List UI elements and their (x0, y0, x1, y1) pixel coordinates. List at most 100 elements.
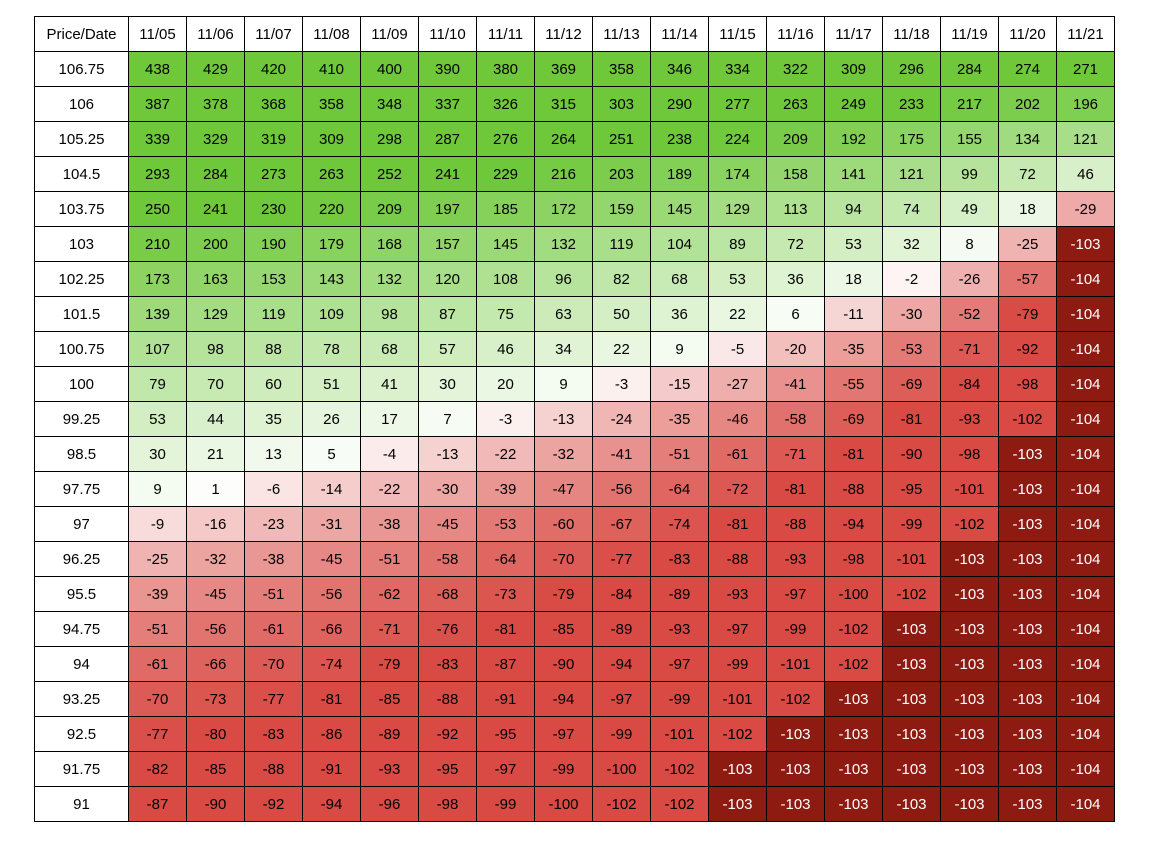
heatmap-cell: 113 (766, 191, 825, 227)
heatmap-cell: 36 (650, 296, 709, 332)
heatmap-cell: -94 (534, 681, 593, 717)
heatmap-cell: -97 (534, 716, 593, 752)
heatmap-cell: -51 (128, 611, 187, 647)
heatmap-cell: -29 (1056, 191, 1115, 227)
heatmap-cell: 196 (1056, 86, 1115, 122)
heatmap-cell: -22 (360, 471, 419, 507)
heatmap-cell: -104 (1056, 681, 1115, 717)
heatmap-cell: 337 (418, 86, 477, 122)
date-header: 11/09 (360, 16, 419, 52)
heatmap-cell: 217 (940, 86, 999, 122)
heatmap-cell: 119 (244, 296, 303, 332)
heatmap-cell: -103 (998, 646, 1057, 682)
heatmap-cell: -52 (940, 296, 999, 332)
table-row: 101.5 139 129 119 109 98 87 75 63 50 36 22 6 -11 -30 -5… (34, 296, 1115, 332)
heatmap-cell: -98 (824, 541, 883, 577)
heatmap-cell: -46 (708, 401, 767, 437)
heatmap-cell: -102 (940, 506, 999, 542)
heatmap-cell: 238 (650, 121, 709, 157)
date-header: 11/21 (1056, 16, 1115, 52)
heatmap-cell: -45 (302, 541, 361, 577)
table-row: 102.25 173 163 153 143 132 120 108 96 82 68 53 36 18-… (34, 261, 1115, 297)
heatmap-cell: 189 (650, 156, 709, 192)
heatmap-cell: -70 (244, 646, 303, 682)
heatmap-cell: -67 (592, 506, 651, 542)
heatmap-cell: -91 (476, 681, 535, 717)
heatmap-cell: -66 (186, 646, 245, 682)
heatmap-cell: 252 (360, 156, 419, 192)
heatmap-cell: -81 (302, 681, 361, 717)
heatmap-cell: 8 (940, 226, 999, 262)
heatmap-cell: 210 (128, 226, 187, 262)
date-header: 11/16 (766, 16, 825, 52)
heatmap-cell: -61 (708, 436, 767, 472)
heatmap-cell: -103 (998, 471, 1057, 507)
heatmap-cell: 34 (534, 331, 593, 367)
heatmap-cell: -95 (418, 751, 477, 787)
heatmap-cell: -103 (940, 786, 999, 822)
table-row: 100 79 70 60 51 41 30 20 9 -3 -15 -27 -41 -55 -69 -84 -9… (34, 366, 1115, 402)
table-row: 91.75 -82 -85 -88 -91 -93 -95 -97 -99 -100 -102 -10… (34, 751, 1115, 787)
heatmap-cell: 290 (650, 86, 709, 122)
heatmap-cell: -103 (882, 751, 941, 787)
heatmap-cell: -93 (766, 541, 825, 577)
heatmap-cell: -101 (650, 716, 709, 752)
heatmap-cell: 1 (186, 471, 245, 507)
heatmap-cell: 153 (244, 261, 303, 297)
heatmap-cell: 276 (476, 121, 535, 157)
heatmap-cell: -58 (418, 541, 477, 577)
heatmap-cell: -103 (882, 681, 941, 717)
heatmap-cell: 369 (534, 51, 593, 87)
heatmap-cell: -79 (360, 646, 419, 682)
heatmap-cell: -6 (244, 471, 303, 507)
heatmap-cell: -99 (766, 611, 825, 647)
heatmap-cell: -25 (998, 226, 1057, 262)
heatmap-cell: -101 (940, 471, 999, 507)
heatmap-cell: -82 (128, 751, 187, 787)
heatmap-cell: -98 (998, 366, 1057, 402)
heatmap-cell: 17 (360, 401, 419, 437)
price-label: 102.25 (34, 261, 129, 297)
heatmap-cell: 72 (766, 226, 825, 262)
heatmap-cell: -86 (302, 716, 361, 752)
heatmap-cell: -93 (708, 576, 767, 612)
heatmap-cell: 41 (360, 366, 419, 402)
heatmap-cell: -104 (1056, 541, 1115, 577)
heatmap-cell: 387 (128, 86, 187, 122)
heatmap-cell: 241 (186, 191, 245, 227)
heatmap-cell: 30 (128, 436, 187, 472)
heatmap-cell: -41 (766, 366, 825, 402)
heatmap-cell: 329 (186, 121, 245, 157)
heatmap-cell: -3 (592, 366, 651, 402)
heatmap-cell: -103 (940, 751, 999, 787)
heatmap-cell: 378 (186, 86, 245, 122)
heatmap-cell: 134 (998, 121, 1057, 157)
heatmap-cell: 309 (824, 51, 883, 87)
heatmap-cell: -103 (708, 751, 767, 787)
heatmap-cell: -104 (1056, 436, 1115, 472)
heatmap-cell: -20 (766, 331, 825, 367)
heatmap-cell: -89 (360, 716, 419, 752)
heatmap-cell: 6 (766, 296, 825, 332)
heatmap-cell: 249 (824, 86, 883, 122)
heatmap-cell: 21 (186, 436, 245, 472)
heatmap-cell: -55 (824, 366, 883, 402)
date-header: 11/17 (824, 16, 883, 52)
price-label: 93.25 (34, 681, 129, 717)
heatmap-cell: -83 (650, 541, 709, 577)
heatmap-cell: -56 (186, 611, 245, 647)
heatmap-cell: -102 (824, 646, 883, 682)
heatmap-cell: -77 (128, 716, 187, 752)
heatmap-cell: 87 (418, 296, 477, 332)
heatmap-cell: -61 (244, 611, 303, 647)
price-label: 103 (34, 226, 129, 262)
heatmap-cell: -103 (824, 681, 883, 717)
heatmap-cell: 9 (650, 331, 709, 367)
heatmap-cell: -84 (940, 366, 999, 402)
heatmap-cell: 78 (302, 331, 361, 367)
heatmap-cell: 400 (360, 51, 419, 87)
heatmap-cell: -104 (1056, 611, 1115, 647)
heatmap-cell: 192 (824, 121, 883, 157)
heatmap-cell: 53 (824, 226, 883, 262)
heatmap-cell: 174 (708, 156, 767, 192)
